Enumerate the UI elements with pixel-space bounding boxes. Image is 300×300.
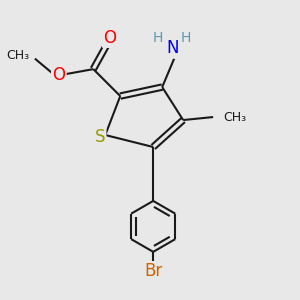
Text: Br: Br [144, 262, 162, 280]
Text: N: N [167, 39, 179, 57]
Text: O: O [103, 29, 116, 47]
Text: O: O [52, 65, 65, 83]
Text: S: S [94, 128, 105, 146]
Text: CH₃: CH₃ [6, 49, 29, 62]
Text: CH₃: CH₃ [224, 110, 247, 124]
Text: H: H [181, 31, 191, 45]
Text: H: H [152, 31, 163, 45]
